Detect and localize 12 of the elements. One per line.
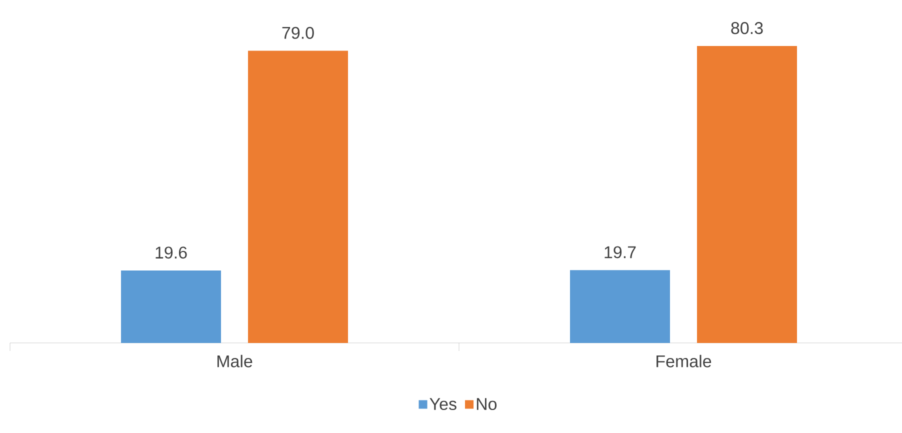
bar [697,46,797,343]
data-label: 19.7 [604,246,636,258]
legend-label: No [476,398,497,410]
bar [570,270,670,343]
legend-label: Yes [430,398,456,410]
x-tick-label: Female [656,354,712,368]
bar [248,50,348,343]
data-label: 79.0 [282,26,314,39]
data-label: 19.6 [156,246,187,259]
x-tick-label: Male [217,354,252,368]
data-label: 80.3 [731,22,763,34]
bar [121,270,222,343]
